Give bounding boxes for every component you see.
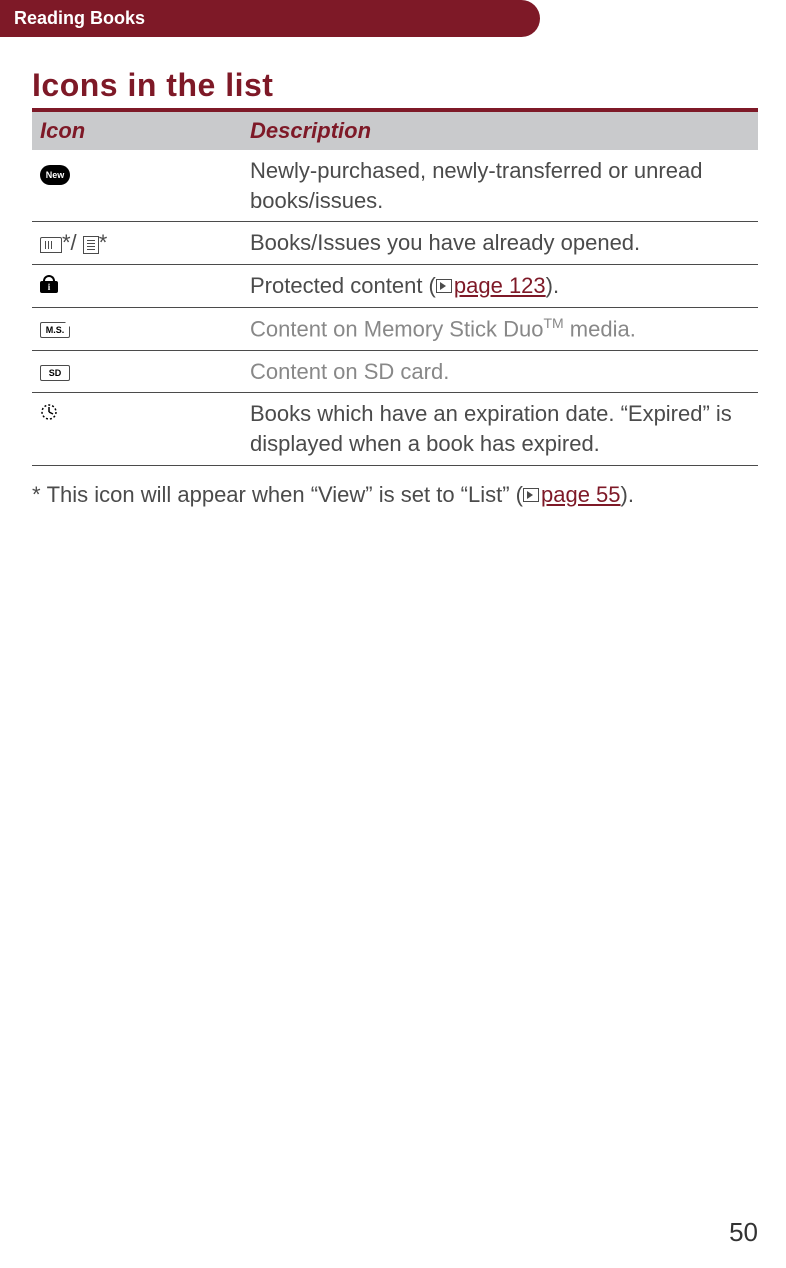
table-row: M.S. Content on Memory Stick DuoTM media… (32, 307, 758, 350)
icon-cell-lock (32, 265, 242, 308)
page-icon (83, 236, 99, 254)
table-row: Books which have an expiration date. “Ex… (32, 393, 758, 465)
column-header-icon: Icon (32, 112, 242, 150)
icon-cell-clock (32, 393, 242, 465)
icon-cell-new: New (32, 150, 242, 222)
table-row: */ * Books/Issues you have already opene… (32, 222, 758, 265)
desc-protected: Protected content ( page 123). (242, 265, 758, 308)
footnote-asterisk: * (32, 480, 41, 511)
lock-icon (40, 275, 58, 293)
table-row: New Newly-purchased, newly-transferred o… (32, 150, 758, 222)
page-ref-icon (523, 488, 539, 502)
breadcrumb-text: Reading Books (14, 8, 145, 28)
icons-table: Icon Description New Newly-purchased, ne… (32, 112, 758, 466)
column-header-description: Description (242, 112, 758, 150)
desc-prefix: Content on Memory Stick Duo (250, 316, 543, 341)
desc-suffix: media. (564, 316, 636, 341)
page-link-123[interactable]: page 123 (454, 273, 546, 298)
section-title: Icons in the list (32, 67, 758, 112)
book-open-icon (40, 237, 62, 253)
desc-sd: Content on SD card. (242, 350, 758, 393)
new-icon: New (40, 165, 70, 185)
icon-cell-opened: */ * (32, 222, 242, 265)
desc-suffix: ). (546, 273, 559, 298)
memory-stick-icon: M.S. (40, 322, 70, 338)
desc-new: Newly-purchased, newly-transferred or un… (242, 150, 758, 222)
footnote-suffix: ). (621, 482, 634, 507)
desc-ms: Content on Memory Stick DuoTM media. (242, 307, 758, 350)
icon-cell-ms: M.S. (32, 307, 242, 350)
page-number: 50 (729, 1217, 758, 1248)
footnote: * This icon will appear when “View” is s… (32, 480, 758, 511)
page-content: Icons in the list Icon Description New N… (0, 67, 786, 511)
desc-opened: Books/Issues you have already opened. (242, 222, 758, 265)
footnote-prefix: This icon will appear when “View” is set… (47, 482, 523, 507)
table-row: Protected content ( page 123). (32, 265, 758, 308)
asterisk: */ (62, 230, 83, 255)
footnote-text: This icon will appear when “View” is set… (47, 480, 634, 511)
page-link-55[interactable]: page 55 (541, 482, 621, 507)
icon-cell-sd: SD (32, 350, 242, 393)
page-ref-icon (436, 279, 452, 293)
expiration-icon (40, 403, 58, 421)
asterisk: * (99, 230, 108, 255)
table-row: SD Content on SD card. (32, 350, 758, 393)
breadcrumb-tab: Reading Books (0, 0, 540, 37)
sd-card-icon: SD (40, 365, 70, 381)
trademark: TM (543, 315, 563, 331)
table-header-row: Icon Description (32, 112, 758, 150)
desc-prefix: Protected content ( (250, 273, 436, 298)
desc-expiration: Books which have an expiration date. “Ex… (242, 393, 758, 465)
